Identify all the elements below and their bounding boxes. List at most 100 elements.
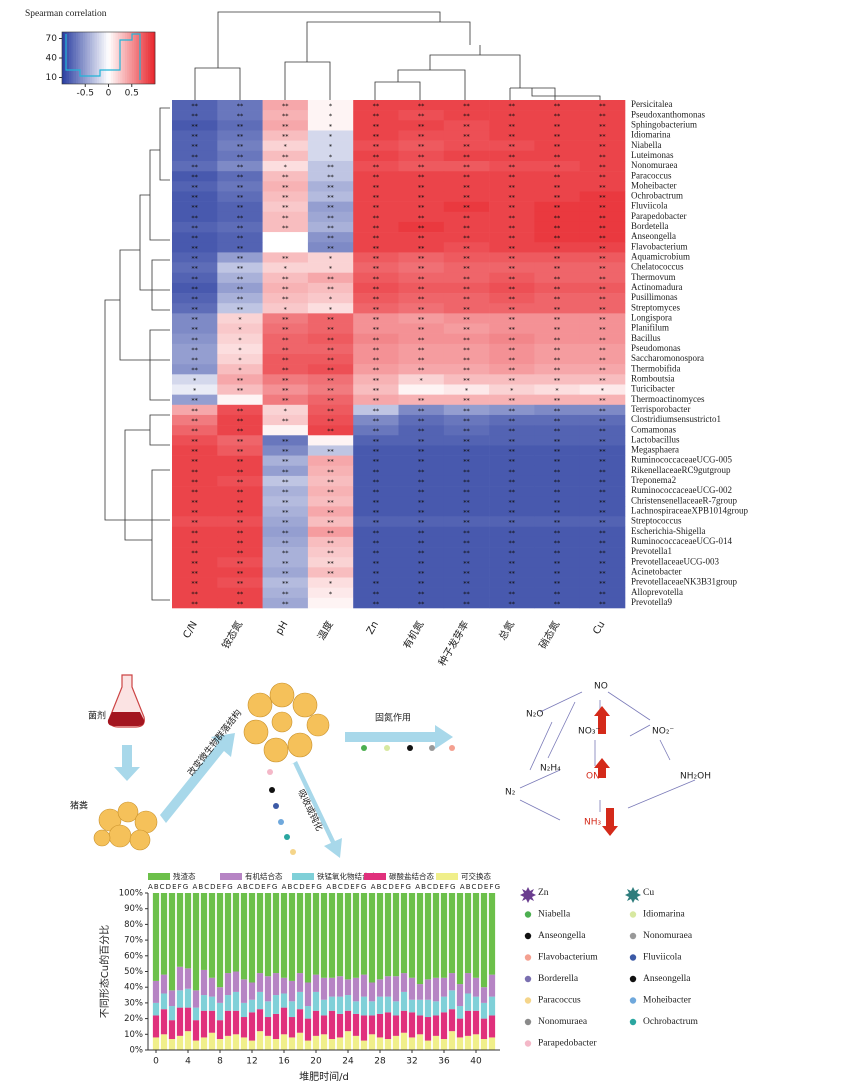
heat-cell [307, 465, 354, 477]
colorbar-histogram [65, 33, 141, 80]
significance: ** [463, 326, 470, 334]
bar-segment [264, 1035, 272, 1050]
significance: ** [327, 275, 334, 283]
bar-segment [248, 1040, 256, 1050]
heat-cell [172, 252, 218, 263]
heat-cell [443, 354, 490, 365]
significance: ** [191, 265, 198, 273]
significance: ** [418, 448, 425, 456]
significance: ** [418, 153, 425, 161]
heat-cell [262, 516, 309, 528]
heat-cell [172, 435, 218, 446]
heat-cell [443, 597, 490, 609]
heat-cell [217, 252, 263, 263]
significance: ** [373, 488, 380, 496]
heat-cell [579, 354, 626, 365]
significance: ** [463, 559, 470, 567]
significance: ** [463, 569, 470, 577]
bar-segment [448, 1009, 456, 1032]
flask-liquid [107, 712, 145, 726]
bar-segment [328, 1010, 336, 1040]
heat-cell [217, 587, 263, 599]
heat-cell [307, 272, 354, 284]
bar-segment [176, 893, 184, 967]
significance: ** [373, 468, 380, 476]
bar-segment [456, 1006, 464, 1019]
heat-cell [489, 516, 535, 528]
heat-cell [353, 496, 399, 507]
significance: ** [463, 285, 470, 293]
significance: ** [373, 519, 380, 527]
bar-segment [464, 973, 472, 994]
bar-segment [488, 1015, 496, 1038]
significance: ** [463, 346, 470, 354]
bar-segment [304, 1006, 312, 1019]
significance: ** [554, 580, 561, 588]
heat-cell [353, 140, 399, 152]
bar-segment [408, 999, 416, 1013]
significance: * [238, 346, 242, 354]
heat-cell [443, 557, 490, 568]
heat-cell [398, 597, 445, 609]
legend-swatch [436, 873, 458, 880]
legend-label: Niabella [538, 910, 571, 920]
significance: ** [418, 133, 425, 141]
heat-cell [443, 242, 490, 253]
heat-cell [443, 262, 490, 274]
heat-cell [262, 435, 309, 446]
significance: ** [554, 559, 561, 567]
significance: ** [327, 194, 334, 202]
heat-cell [172, 567, 218, 578]
heat-cell [307, 191, 354, 202]
significance: ** [282, 295, 289, 303]
significance: ** [509, 254, 516, 262]
heat-cell [353, 201, 399, 213]
significance: ** [282, 580, 289, 588]
heat-cell [398, 242, 445, 253]
bar-segment [328, 996, 336, 1011]
bar-segment [184, 1031, 192, 1050]
significance: ** [191, 417, 198, 425]
significance: ** [373, 458, 380, 466]
significance: ** [599, 183, 606, 191]
heat-cell [489, 140, 535, 152]
heat-cell [443, 364, 490, 375]
significance: * [329, 590, 333, 598]
row-label: ChristensenellaceaeR-7group [631, 495, 737, 505]
heat-cell [398, 374, 445, 385]
significance: ** [373, 214, 380, 222]
heat-cell [353, 506, 399, 517]
significance: ** [418, 275, 425, 283]
colorbar-step [120, 32, 123, 84]
significance: ** [191, 407, 198, 415]
heat-cell [489, 414, 535, 426]
bar-segment [288, 893, 296, 981]
significance: ** [237, 407, 244, 415]
bar-segment [392, 976, 400, 1002]
heat-cell [579, 171, 626, 182]
bar-segment [376, 996, 384, 1014]
bar-segment [184, 1007, 192, 1032]
significance: ** [599, 397, 606, 405]
significance: * [329, 133, 333, 141]
heat-cell [579, 506, 626, 517]
bar-segment [376, 979, 384, 997]
heat-cell [534, 191, 580, 202]
bar-segment [248, 999, 256, 1013]
heat-cell [398, 343, 445, 355]
heat-cell [398, 120, 445, 131]
bar-segment [208, 893, 216, 978]
heat-cell [307, 100, 354, 111]
significance: ** [599, 519, 606, 527]
heat-cell [353, 465, 399, 477]
significance: ** [463, 315, 470, 323]
heat-cell [307, 221, 354, 233]
heat-cell [217, 313, 263, 324]
bar-segment [312, 974, 320, 992]
heat-cell [443, 333, 490, 345]
significance: ** [373, 153, 380, 161]
significance: * [329, 295, 333, 303]
bar-segment [488, 996, 496, 1016]
heat-cell [262, 486, 309, 497]
colorbar-step [103, 32, 107, 84]
